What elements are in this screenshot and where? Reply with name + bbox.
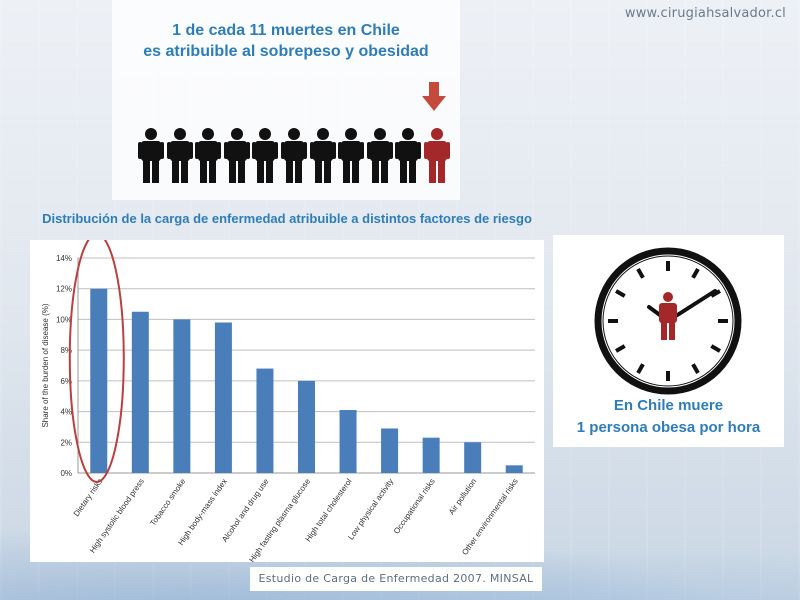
y-tick-label: 10% xyxy=(56,315,72,324)
y-tick-label: 6% xyxy=(60,377,72,386)
clock-caption-line-2: 1 persona obesa por hora xyxy=(576,419,761,436)
chart-panel: 0% 2% 4% 6% 8% 10% 12% 14% Share of the burden o… xyxy=(30,233,544,564)
x-tick-label: Air pollution xyxy=(447,477,478,516)
website-url[interactable]: www.cirugiahsalvador.cl xyxy=(624,6,786,21)
clock-hour-mark xyxy=(636,363,645,374)
bar-0 xyxy=(90,288,108,473)
clock-caption-line-1: En Chile muere xyxy=(613,397,724,414)
clock-hour-mark xyxy=(710,344,721,353)
headline-line-1: 1 de cada 11 muertes en Chile xyxy=(172,22,400,39)
bar-4 xyxy=(256,368,274,473)
clock-hour-mark xyxy=(691,268,700,279)
bar-9 xyxy=(464,442,482,473)
person-icon xyxy=(138,128,164,184)
headline-line-2: es atribuible al sobrepeso y obesidad xyxy=(143,43,429,60)
person-icon xyxy=(338,128,365,184)
bar-2 xyxy=(173,319,191,473)
arrow-down-icon xyxy=(422,82,446,111)
clock-hour-mark xyxy=(615,289,626,298)
clock-hour-mark xyxy=(636,268,645,279)
y-tick-label: 14% xyxy=(56,254,72,263)
bar-7 xyxy=(381,428,399,473)
person-highlighted-icon xyxy=(424,128,450,184)
x-tick-label: Low physical activity xyxy=(346,477,395,542)
y-tick-label: 2% xyxy=(60,438,72,447)
person-icon xyxy=(223,128,250,184)
y-tick-label: 0% xyxy=(60,469,72,478)
bar-8 xyxy=(422,437,440,473)
headline: 1 de cada 11 muertes en Chile es atribui… xyxy=(112,20,460,62)
person-icon xyxy=(366,128,393,184)
x-tick-label: High total cholesterol xyxy=(303,477,353,544)
clock-icon xyxy=(594,247,742,395)
x-tick-label: Dietary risks xyxy=(72,477,105,518)
x-tick-label: Alcohol and drug use xyxy=(220,477,271,544)
source-citation: Estudio de Carga de Enfermedad 2007. MIN… xyxy=(250,567,542,591)
person-red-icon xyxy=(659,292,677,340)
person-icon xyxy=(166,128,193,184)
clock-panel xyxy=(553,235,784,447)
y-tick-label: 8% xyxy=(60,346,72,355)
bar-chart: 0% 2% 4% 6% 8% 10% 12% 14% Share of the burden o… xyxy=(41,233,535,564)
y-axis-label: Share of the burden of disease (%) xyxy=(41,303,50,427)
clock-hour-mark xyxy=(691,363,700,374)
bar-3 xyxy=(214,322,232,473)
person-icon xyxy=(252,128,279,184)
person-icon xyxy=(281,128,307,184)
bar-6 xyxy=(339,410,357,473)
bar-5 xyxy=(298,380,315,473)
bar-1 xyxy=(131,311,149,473)
bar-10 xyxy=(505,465,523,473)
chart-subtitle: Distribución de la carga de enfermedad a… xyxy=(42,211,532,226)
clock-hour-mark xyxy=(615,344,626,353)
y-tick-label: 4% xyxy=(60,408,72,417)
x-tick-label: Tobacco smoke xyxy=(148,477,188,528)
person-icon xyxy=(309,128,336,184)
x-tick-label: Occupational risks xyxy=(392,477,437,536)
person-icon xyxy=(395,128,422,184)
people-graphic xyxy=(138,128,450,186)
y-tick-label: 12% xyxy=(56,285,72,294)
clock-hour-mark xyxy=(710,289,721,298)
clock-caption: En Chile muere 1 persona obesa por hora xyxy=(553,395,784,439)
person-icon xyxy=(195,128,222,184)
